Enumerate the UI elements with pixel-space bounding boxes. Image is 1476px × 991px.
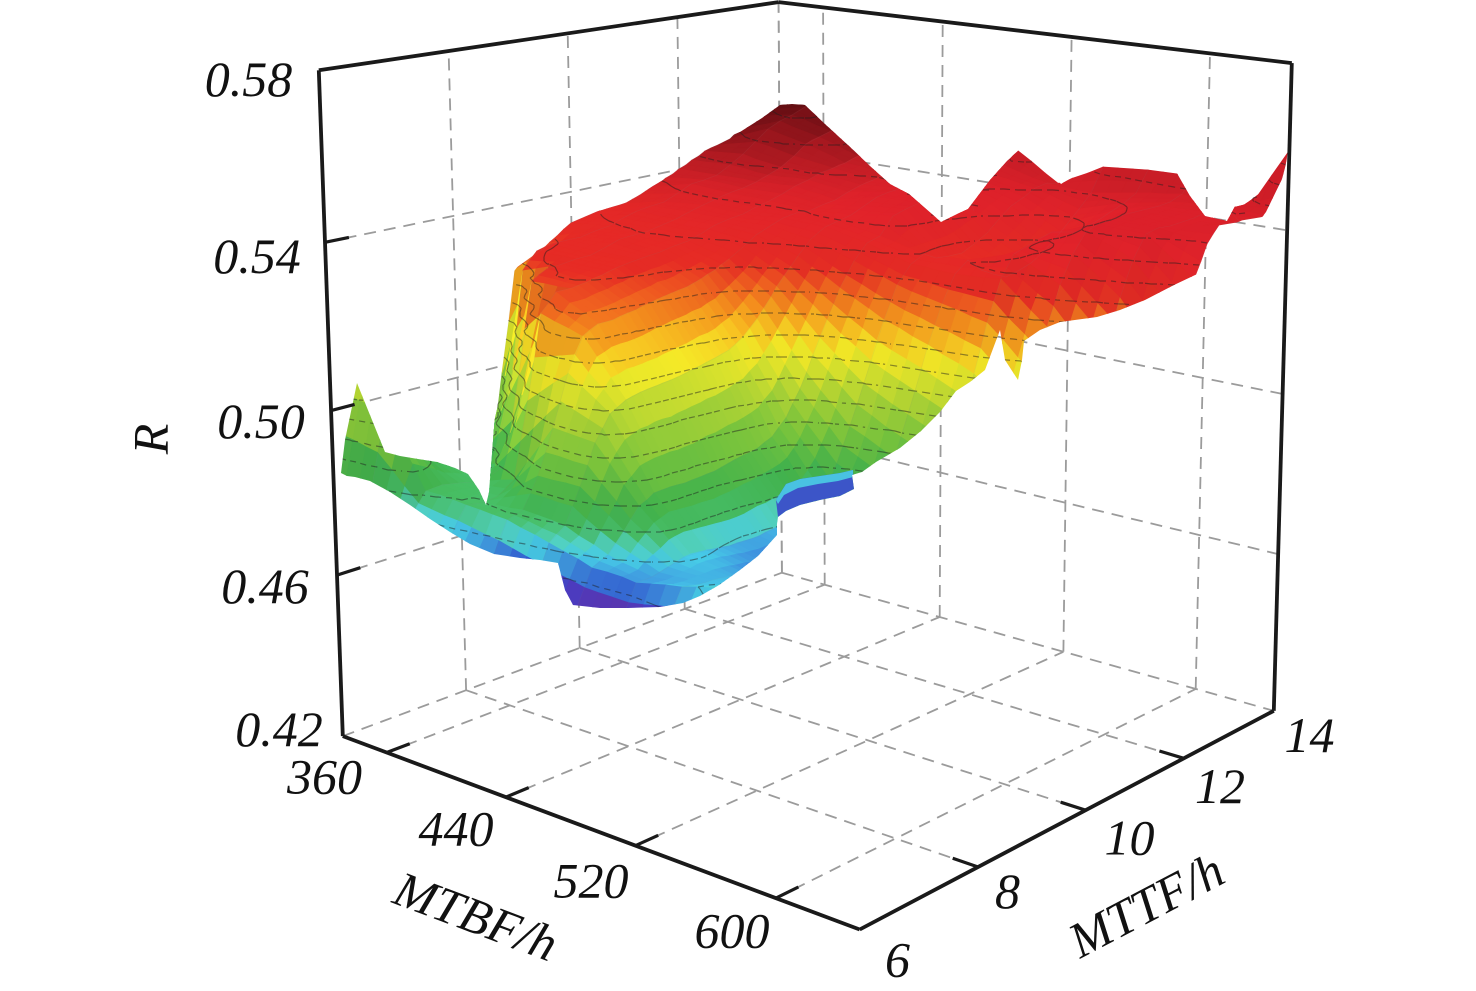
- svg-text:0.50: 0.50: [217, 393, 305, 449]
- svg-text:0.54: 0.54: [213, 228, 301, 284]
- svg-text:440: 440: [419, 801, 494, 857]
- svg-text:600: 600: [695, 903, 770, 959]
- svg-text:0.46: 0.46: [221, 558, 309, 614]
- svg-text:0.58: 0.58: [205, 51, 293, 107]
- svg-text:6: 6: [885, 932, 910, 987]
- svg-text:360: 360: [286, 749, 362, 805]
- svg-text:8: 8: [995, 863, 1020, 919]
- svg-text:14: 14: [1285, 707, 1335, 763]
- svg-text:10: 10: [1105, 810, 1155, 866]
- svg-text:520: 520: [554, 853, 629, 909]
- svg-text:0.42: 0.42: [235, 701, 323, 757]
- svg-text:R: R: [123, 424, 179, 456]
- svg-text:12: 12: [1195, 758, 1245, 814]
